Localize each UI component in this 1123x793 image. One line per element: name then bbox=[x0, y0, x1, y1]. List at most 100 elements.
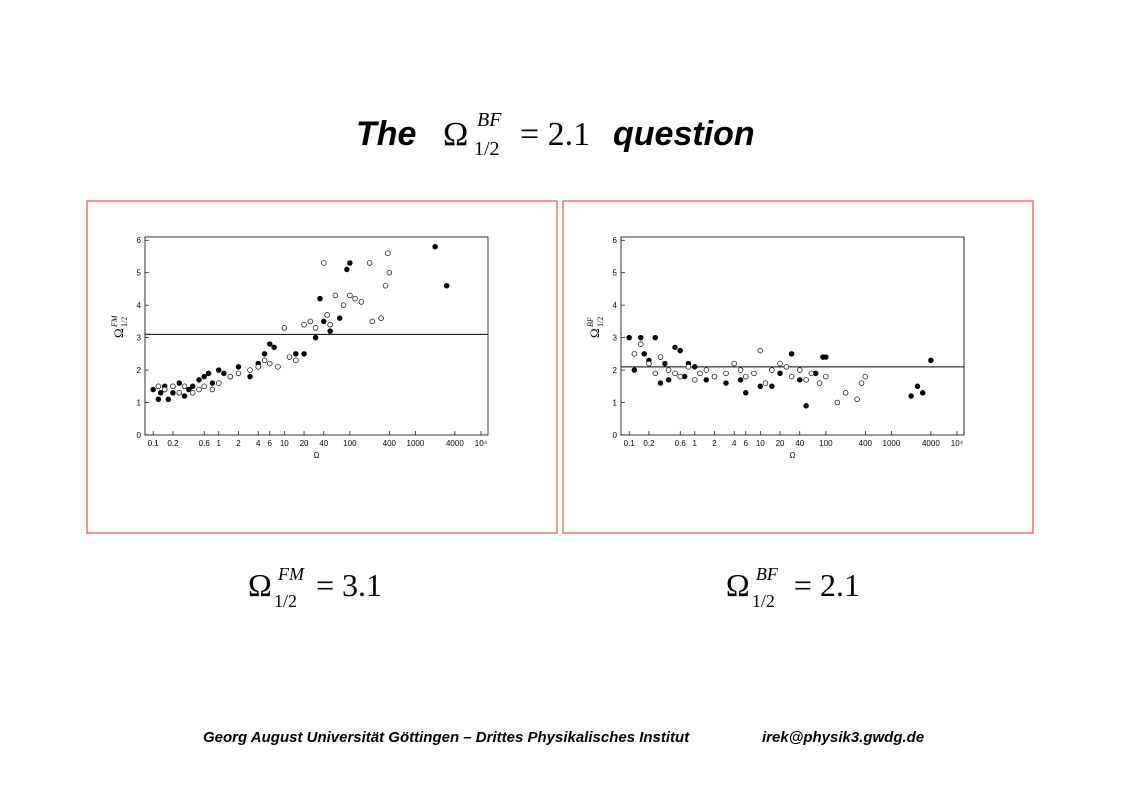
data-point bbox=[261, 351, 268, 357]
data-point bbox=[652, 370, 659, 377]
data-point bbox=[215, 367, 222, 373]
data-point bbox=[797, 377, 803, 383]
x-tick-label: 4000 bbox=[446, 439, 464, 448]
data-point bbox=[631, 351, 638, 357]
x-tick-label: 6 bbox=[268, 439, 273, 448]
y-label-symbol: Ω bbox=[587, 328, 602, 338]
data-point bbox=[737, 367, 744, 373]
data-point bbox=[235, 370, 242, 377]
data-point bbox=[672, 370, 678, 377]
data-point bbox=[275, 364, 281, 370]
data-point bbox=[919, 390, 926, 396]
data-point bbox=[677, 347, 683, 354]
data-point bbox=[221, 370, 227, 377]
data-point bbox=[769, 383, 775, 390]
data-point bbox=[711, 373, 718, 380]
x-tick-label: 0.6 bbox=[199, 439, 211, 448]
data-point bbox=[703, 367, 710, 373]
data-point bbox=[196, 377, 202, 383]
data-point bbox=[665, 377, 672, 383]
x-tick-label: 10⁴ bbox=[475, 439, 488, 448]
data-point bbox=[385, 250, 391, 256]
data-point bbox=[386, 269, 393, 276]
x-tick-label: 10 bbox=[756, 439, 765, 448]
y-tick-label: 5 bbox=[137, 269, 142, 278]
data-point bbox=[743, 390, 749, 396]
y-label-sup: BF bbox=[586, 317, 595, 327]
data-point bbox=[267, 360, 273, 367]
x-tick-label: 2 bbox=[236, 439, 241, 448]
data-point bbox=[788, 351, 795, 357]
data-point bbox=[641, 351, 648, 357]
y-label-sup: FM bbox=[110, 314, 119, 328]
y-tick-label: 3 bbox=[137, 334, 142, 343]
data-point bbox=[307, 318, 314, 325]
data-point bbox=[723, 380, 729, 386]
data-point bbox=[227, 373, 234, 380]
caption-symbol: Ω bbox=[248, 567, 272, 603]
data-point bbox=[170, 383, 176, 390]
data-point bbox=[336, 315, 343, 321]
x-tick-label: 10⁴ bbox=[951, 439, 964, 448]
data-point bbox=[332, 292, 339, 299]
y-tick-label: 1 bbox=[137, 399, 142, 408]
data-point bbox=[677, 373, 683, 380]
y-tick-label: 4 bbox=[613, 301, 618, 310]
data-point bbox=[691, 377, 698, 383]
data-point bbox=[281, 325, 288, 331]
data-point bbox=[769, 367, 775, 373]
data-point bbox=[189, 383, 196, 390]
caption-symbol: Ω bbox=[726, 567, 750, 603]
x-tick-label: 400 bbox=[383, 439, 397, 448]
x-tick-label: 4 bbox=[732, 439, 737, 448]
data-point bbox=[358, 299, 365, 305]
y-tick-label: 2 bbox=[613, 366, 618, 375]
x-axis-label: Ω bbox=[314, 451, 320, 460]
data-point bbox=[209, 386, 216, 393]
y-tick-label: 0 bbox=[613, 431, 618, 440]
title-tail: question bbox=[613, 115, 755, 153]
data-point bbox=[181, 393, 188, 399]
data-point bbox=[757, 347, 764, 354]
x-tick-label: 4 bbox=[256, 439, 261, 448]
data-point bbox=[432, 243, 438, 250]
data-point bbox=[757, 383, 764, 390]
x-tick-label: 100 bbox=[343, 439, 357, 448]
data-point bbox=[347, 292, 353, 299]
data-point bbox=[293, 351, 299, 357]
data-point bbox=[834, 399, 841, 406]
data-point bbox=[327, 321, 333, 328]
y-label-symbol: Ω bbox=[111, 328, 126, 338]
x-tick-label: 20 bbox=[776, 439, 785, 448]
caption-sup: BF bbox=[756, 564, 779, 584]
data-point bbox=[369, 318, 376, 325]
data-point bbox=[247, 373, 253, 380]
data-point bbox=[928, 357, 934, 364]
x-tick-label: 10 bbox=[280, 439, 289, 448]
caption-sup: FM bbox=[277, 564, 305, 584]
caption-value: = 3.1 bbox=[316, 567, 382, 603]
data-point bbox=[209, 380, 216, 386]
caption-sub: 1/2 bbox=[752, 591, 775, 611]
data-point bbox=[657, 354, 664, 360]
data-point bbox=[189, 390, 196, 396]
data-point bbox=[170, 390, 176, 396]
x-tick-label: 20 bbox=[300, 439, 309, 448]
data-point bbox=[777, 360, 783, 367]
x-tick-label: 1000 bbox=[407, 439, 425, 448]
data-point bbox=[626, 334, 632, 341]
x-tick-label: 0.1 bbox=[148, 439, 160, 448]
data-point bbox=[235, 364, 242, 370]
x-tick-label: 40 bbox=[319, 439, 328, 448]
data-point bbox=[344, 266, 350, 273]
data-point bbox=[347, 260, 353, 266]
data-point bbox=[803, 403, 809, 409]
data-point bbox=[743, 373, 749, 380]
x-tick-label: 400 bbox=[859, 439, 873, 448]
x-tick-label: 2 bbox=[712, 439, 717, 448]
x-tick-label: 0.6 bbox=[675, 439, 687, 448]
data-point bbox=[186, 386, 192, 393]
data-point bbox=[324, 312, 330, 318]
data-point bbox=[165, 396, 172, 403]
